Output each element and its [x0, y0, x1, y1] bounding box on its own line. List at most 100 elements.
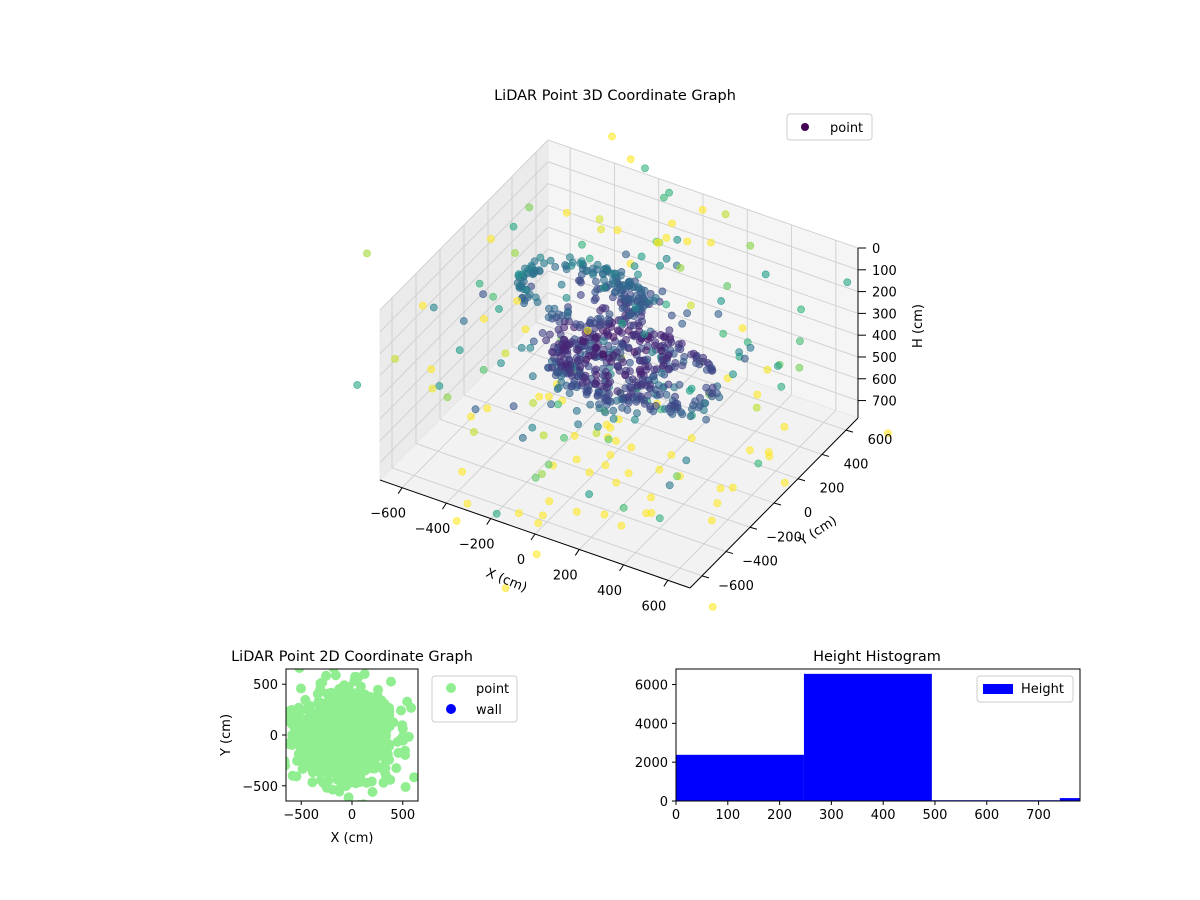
x-tick-label: 500 [390, 808, 415, 823]
point-3d [626, 155, 635, 164]
y-tick-label: −600 [718, 579, 754, 594]
point-2d [307, 725, 317, 736]
point-3d [627, 443, 636, 452]
point-3d [572, 455, 581, 464]
z-tick-label: 300 [872, 307, 897, 322]
point-3d [683, 309, 691, 318]
point-3d [624, 398, 633, 407]
point-3d [489, 292, 497, 301]
z-tick-label: 400 [872, 329, 897, 344]
point-2d [323, 766, 334, 777]
point-3d [761, 270, 770, 279]
point-3d [572, 507, 581, 516]
point-2d [356, 725, 367, 736]
point-3d [363, 249, 371, 258]
point-3d [525, 203, 534, 212]
point-3d [719, 329, 728, 338]
point-3d [655, 514, 664, 523]
point-3d [884, 429, 892, 438]
point-3d [586, 400, 595, 409]
point-3d [509, 402, 518, 411]
point-3d [636, 337, 644, 345]
point-3d [459, 317, 468, 325]
point-3d [689, 401, 698, 410]
point-3d [735, 348, 743, 356]
point-3d [659, 333, 668, 341]
point-3d [664, 351, 673, 360]
x-tick-label: 0 [672, 808, 680, 823]
point-3d [617, 521, 626, 530]
y-tick-mark [797, 478, 806, 482]
point-3d [483, 404, 492, 413]
point-3d [680, 352, 689, 361]
point-3d [467, 412, 475, 421]
point-3d [532, 550, 541, 559]
point-3d [632, 397, 641, 406]
point-3d [668, 219, 676, 228]
x-tick-label: 200 [767, 808, 792, 823]
point-3d [595, 321, 604, 330]
point-2d [312, 689, 323, 699]
point-2d [391, 763, 402, 774]
point-3d [648, 348, 657, 356]
point-2d [381, 730, 392, 741]
point-2d [275, 697, 285, 707]
point-3d [633, 381, 642, 390]
x-tick-label: 600 [641, 599, 666, 614]
point-3d [675, 380, 684, 389]
point-3d [452, 517, 461, 525]
point-3d [529, 337, 538, 346]
point-3d [667, 311, 676, 320]
point-3d [795, 363, 804, 372]
point-3d [536, 253, 545, 262]
point-3d [582, 355, 591, 364]
point-3d [647, 493, 655, 502]
point-3d [532, 293, 540, 302]
y-tick-label: 0 [270, 729, 278, 744]
point-2d [386, 676, 396, 687]
y-tick-mark [821, 453, 830, 457]
point-3d [664, 380, 673, 389]
point-3d [604, 435, 613, 444]
point-3d [608, 132, 616, 141]
point-3d [664, 339, 673, 348]
point-3d [618, 281, 627, 290]
point-2d [332, 774, 343, 785]
x-tick-label: 0 [517, 553, 525, 568]
point-3d [513, 296, 522, 305]
point-3d [607, 357, 615, 366]
chart-2d-legend-marker-wall [446, 704, 456, 714]
point-2d [330, 670, 341, 681]
chart-3d-zlabel: H (cm) [911, 304, 926, 348]
point-3d [609, 333, 618, 341]
point-3d [353, 381, 362, 389]
y-tick-label: 4000 [635, 717, 668, 732]
point-2d [333, 728, 344, 739]
point-3d [651, 341, 659, 350]
point-3d [600, 510, 609, 519]
histogram-bar [1059, 798, 1080, 801]
point-2d [286, 737, 295, 748]
x-tick-label: −500 [283, 808, 319, 823]
point-3d [585, 490, 593, 499]
point-2d [315, 749, 326, 760]
point-3d [551, 262, 560, 271]
chart-2d-legend-label-wall: wall [476, 703, 502, 718]
point-3d [495, 305, 503, 313]
point-3d [721, 210, 730, 219]
point-3d [486, 235, 495, 243]
point-3d [660, 193, 668, 202]
point-3d [554, 325, 563, 334]
point-3d [634, 270, 642, 279]
point-3d [631, 415, 639, 424]
point-3d [539, 511, 547, 520]
x-tick-mark [397, 487, 403, 494]
point-3d [418, 301, 427, 310]
point-2d [364, 691, 375, 702]
point-3d [658, 287, 667, 296]
grid-z-back [547, 226, 859, 336]
point-3d [708, 389, 717, 398]
point-3d [594, 422, 602, 431]
point-3d [619, 358, 627, 366]
point-3d [746, 241, 755, 250]
